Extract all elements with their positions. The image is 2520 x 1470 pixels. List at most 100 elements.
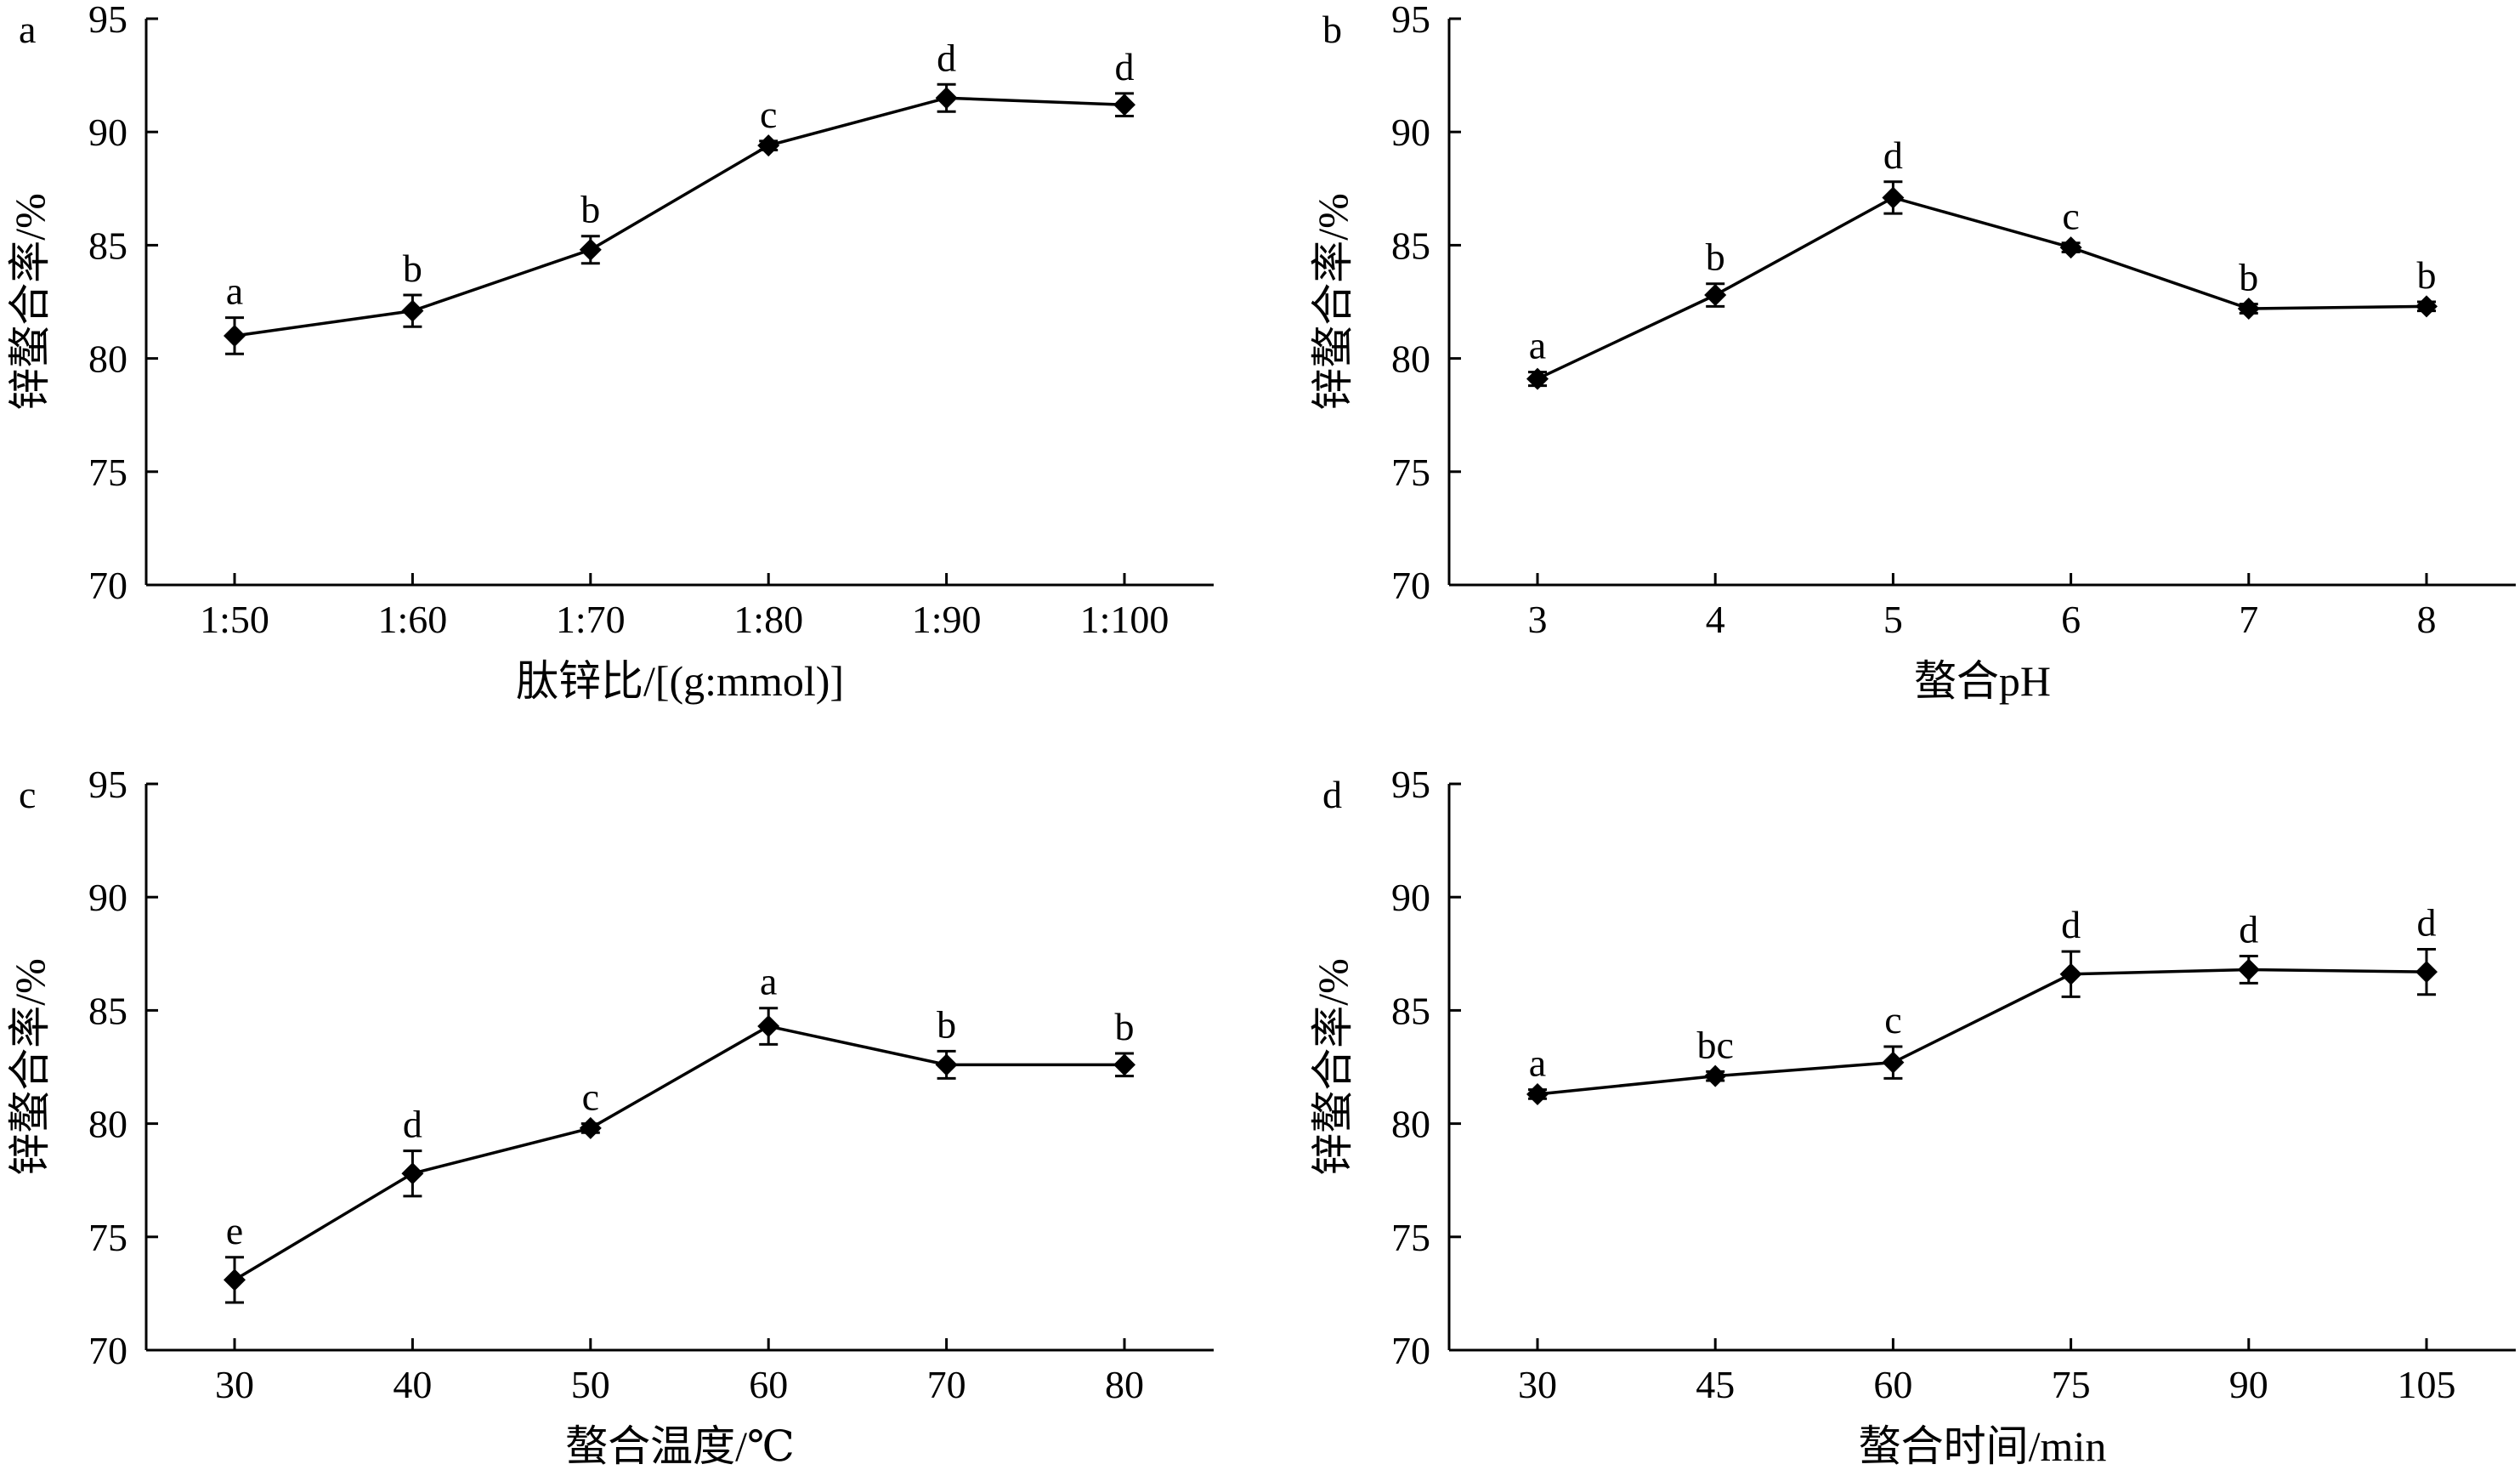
x-tick-label: 1:60 <box>378 598 448 641</box>
y-tick-label: 90 <box>1391 111 1430 154</box>
significance-label: e <box>226 1209 243 1252</box>
data-point <box>2059 962 2082 985</box>
data-point <box>224 1269 246 1291</box>
significance-label: d <box>403 1103 422 1146</box>
data-point <box>2237 958 2260 981</box>
significance-label: bc <box>1696 1023 1733 1066</box>
significance-label: b <box>580 188 600 231</box>
y-tick-label: 85 <box>88 224 127 267</box>
data-point <box>579 1116 602 1139</box>
y-tick-label: 80 <box>1391 338 1430 381</box>
significance-label: d <box>2417 900 2437 944</box>
significance-label: a <box>1529 324 1546 367</box>
x-tick-label: 1:70 <box>556 598 626 641</box>
y-tick-label: 95 <box>88 763 127 806</box>
y-tick-label: 90 <box>88 111 127 154</box>
significance-label: d <box>1115 45 1135 88</box>
data-point <box>935 1053 958 1076</box>
significance-label: a <box>1529 1041 1546 1085</box>
x-tick-label: 5 <box>1883 598 1903 641</box>
data-point <box>1882 1051 1905 1074</box>
chart-panel-d: d 70 75 80 85 90 95 30 45 60 75 90 105 螯合时间/min 锌螯合率/%… <box>1309 763 2516 1470</box>
data-point <box>1704 1064 1727 1087</box>
y-axis-title: 锌螯合率/% <box>1309 958 1356 1176</box>
data-point <box>757 134 780 157</box>
data-point <box>1526 367 1549 390</box>
chart-panel-c: c 70 75 80 85 90 95 30 40 50 60 70 80 螯合温度/℃ 锌螯合率/% e d c… <box>6 763 1214 1470</box>
x-tick-label: 70 <box>927 1363 966 1406</box>
data-point <box>2415 295 2438 318</box>
y-tick-label: 80 <box>88 338 127 381</box>
series-line <box>1537 968 2427 1096</box>
y-tick-label: 70 <box>88 564 127 607</box>
x-tick-label: 1:90 <box>912 598 982 641</box>
x-tick-label: 30 <box>215 1363 254 1406</box>
x-tick-label: 90 <box>2229 1363 2268 1406</box>
series-line <box>234 96 1125 338</box>
x-axis-title: 螯合时间/min <box>1859 1422 2107 1470</box>
x-tick-label: 80 <box>1105 1363 1144 1406</box>
x-tick-label: 60 <box>1873 1363 1912 1406</box>
y-tick-label: 90 <box>88 876 127 919</box>
x-tick-label: 1:50 <box>200 598 269 641</box>
y-tick-label: 95 <box>1391 0 1430 41</box>
data-point <box>2237 297 2260 320</box>
y-tick-label: 75 <box>1391 451 1430 494</box>
x-tick-label: 3 <box>1528 598 1548 641</box>
x-tick-label: 30 <box>1518 1363 1557 1406</box>
x-tick-label: 1:100 <box>1080 598 1169 641</box>
x-tick-label: 40 <box>393 1363 432 1406</box>
significance-label: b <box>937 1002 956 1046</box>
data-point <box>2415 961 2438 984</box>
x-tick-label: 60 <box>749 1363 788 1406</box>
significance-label: b <box>1115 1005 1135 1048</box>
y-tick-label: 75 <box>88 451 127 494</box>
chart-panel-a: a 70 75 80 85 90 95 1:50 1:60 1:70 1:80 1:90 1:100 肽锌… <box>6 0 1214 705</box>
data-point <box>1526 1082 1549 1105</box>
x-tick-label: 50 <box>571 1363 610 1406</box>
data-point <box>935 87 958 110</box>
series-line <box>234 1024 1124 1281</box>
data-point <box>401 299 424 322</box>
y-tick-label: 95 <box>1391 763 1430 806</box>
significance-label: b <box>2417 253 2437 297</box>
data-point <box>1113 1053 1135 1076</box>
panel-label: c <box>19 773 36 816</box>
significance-label: b <box>403 247 422 290</box>
significance-label: d <box>2239 907 2258 951</box>
x-tick-label: 7 <box>2239 598 2258 641</box>
significance-label: a <box>760 960 777 1003</box>
significance-label: b <box>2239 256 2258 299</box>
x-tick-label: 1:80 <box>733 598 803 641</box>
y-tick-label: 70 <box>1391 1329 1430 1372</box>
significance-label: d <box>2061 903 2081 946</box>
significance-label: c <box>1884 998 1901 1041</box>
y-tick-label: 70 <box>88 1329 127 1372</box>
y-tick-label: 85 <box>88 989 127 1032</box>
x-axis-title: 螯合温度/℃ <box>565 1422 795 1470</box>
significance-label: a <box>226 270 243 313</box>
x-tick-label: 8 <box>2417 598 2437 641</box>
y-tick-label: 95 <box>88 0 127 41</box>
y-tick-label: 80 <box>1391 1103 1430 1146</box>
y-axis-title: 锌螯合率/% <box>6 958 54 1176</box>
data-point <box>224 324 246 347</box>
significance-label: c <box>2062 195 2079 238</box>
y-axis-title: 锌螯合率/% <box>6 193 54 411</box>
y-tick-label: 90 <box>1391 876 1430 919</box>
significance-label: b <box>1706 236 1725 279</box>
chart-panel-b: b 70 75 80 85 90 95 3 4 5 6 7 8 螯合pH 锌螯合率/% a b d c b b <box>1309 0 2516 705</box>
y-tick-label: 80 <box>88 1103 127 1146</box>
significance-label: d <box>1883 133 1903 177</box>
data-point <box>1704 284 1727 307</box>
data-point <box>2059 236 2082 259</box>
significance-label: d <box>937 36 956 79</box>
panel-label: d <box>1322 773 1342 816</box>
data-point <box>1113 94 1135 116</box>
data-point <box>579 238 602 261</box>
y-tick-label: 75 <box>88 1216 127 1259</box>
x-tick-label: 75 <box>2052 1363 2091 1406</box>
x-axis-title: 肽锌比/[(g:mmol)] <box>516 657 844 705</box>
x-tick-label: 105 <box>2398 1363 2456 1406</box>
